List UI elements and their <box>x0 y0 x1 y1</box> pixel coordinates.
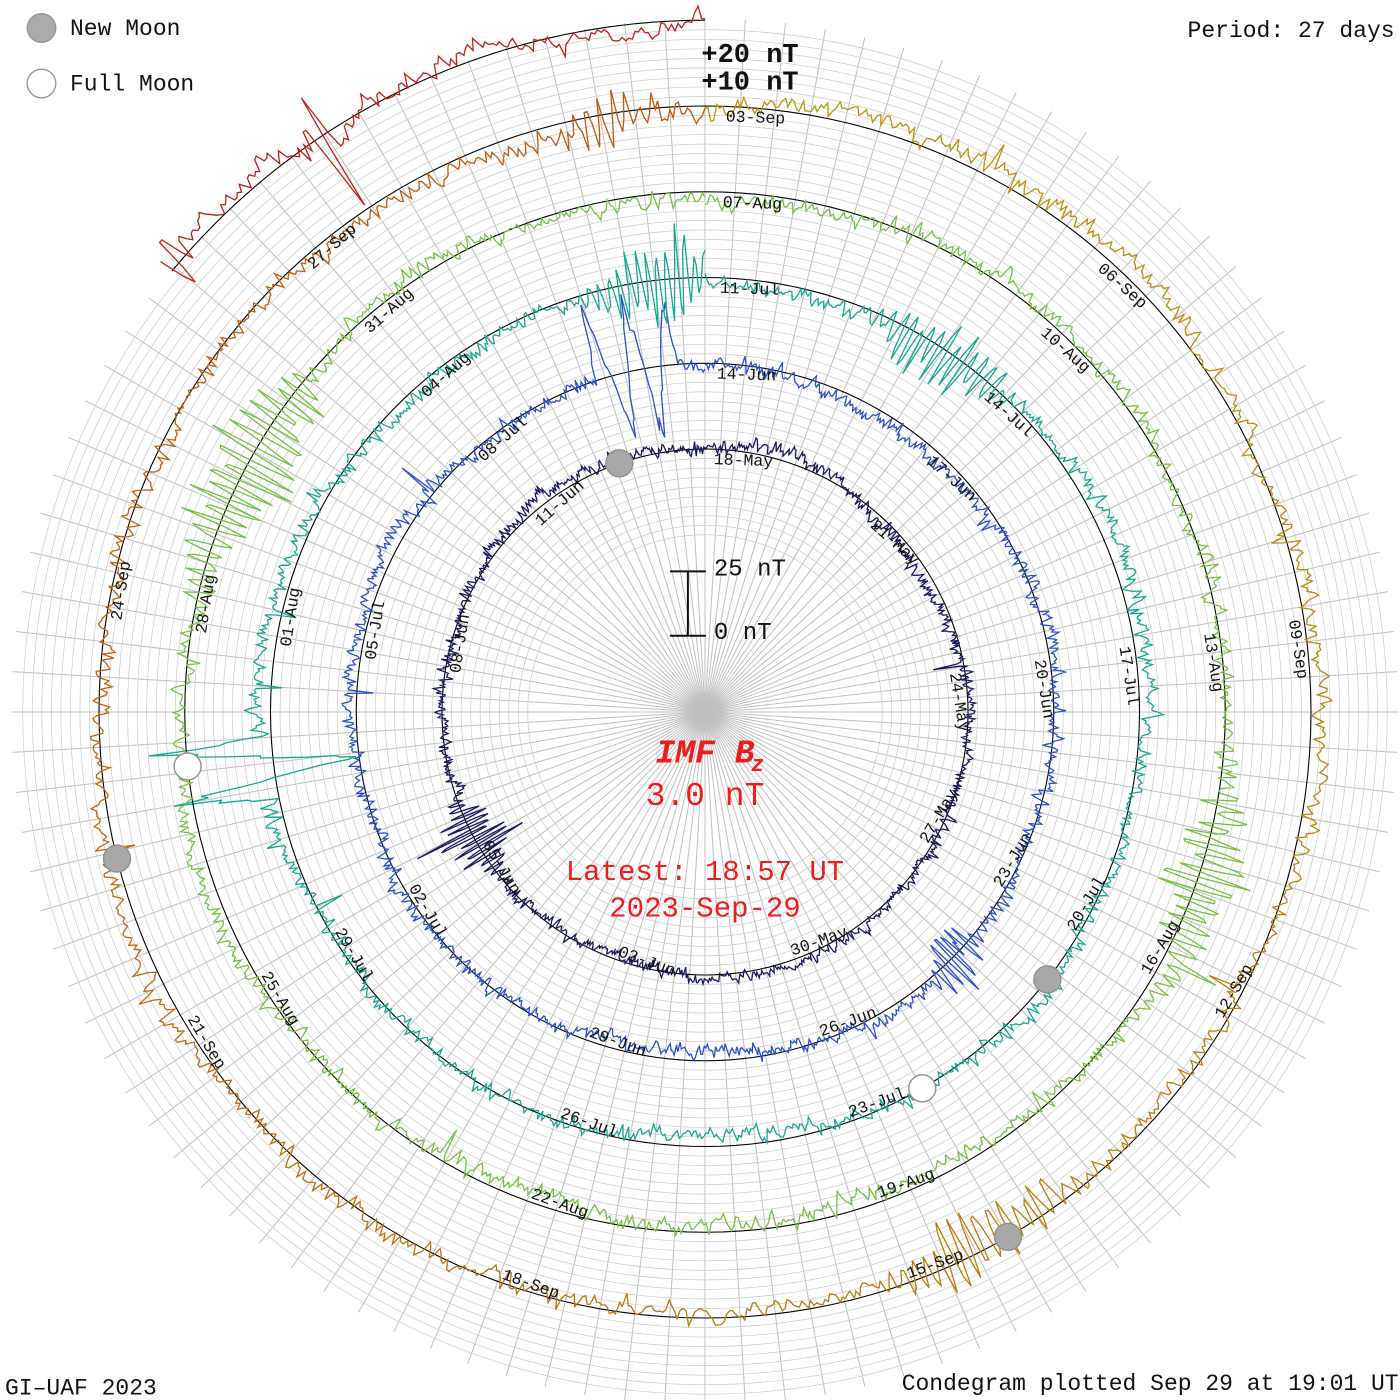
svg-text:03-Sep: 03-Sep <box>725 107 785 128</box>
svg-text:18-May: 18-May <box>713 450 773 471</box>
svg-text:Full Moon: Full Moon <box>70 72 194 98</box>
svg-text:09-Sep: 09-Sep <box>1284 619 1312 681</box>
svg-text:GI–UAF 2023: GI–UAF 2023 <box>5 1375 157 1400</box>
svg-text:19-Aug: 19-Aug <box>875 1165 937 1203</box>
svg-text:14-Jun: 14-Jun <box>716 364 776 385</box>
svg-text:08-Jul: 08-Jul <box>474 412 531 466</box>
svg-text:+20 nT: +20 nT <box>701 41 798 71</box>
svg-text:20-Jul: 20-Jul <box>1063 873 1110 934</box>
svg-text:18-Sep: 18-Sep <box>500 1265 562 1303</box>
svg-text:29-Jun: 29-Jun <box>587 1023 649 1061</box>
svg-text:16-Aug: 16-Aug <box>1137 917 1184 978</box>
svg-text:31-Aug: 31-Aug <box>361 284 418 338</box>
svg-text:+10 nT: +10 nT <box>701 68 798 98</box>
svg-text:2023-Sep-29: 2023-Sep-29 <box>609 893 800 926</box>
svg-text:3.0 nT: 3.0 nT <box>646 778 765 815</box>
svg-text:08-Jun: 08-Jun <box>446 613 474 675</box>
svg-text:21-May: 21-May <box>866 516 923 570</box>
svg-text:06-Sep: 06-Sep <box>1094 259 1151 313</box>
svg-text:z: z <box>751 753 764 778</box>
svg-text:22-Aug: 22-Aug <box>529 1185 591 1223</box>
svg-text:11-Jul: 11-Jul <box>719 279 779 300</box>
svg-text:27-Sep: 27-Sep <box>304 220 361 274</box>
svg-text:IMF B: IMF B <box>655 735 754 772</box>
svg-text:25 nT: 25 nT <box>714 557 786 584</box>
svg-text:05-Jul: 05-Jul <box>361 600 389 662</box>
svg-text:Period: 27 days: Period: 27 days <box>1188 18 1395 44</box>
svg-text:02-Jun: 02-Jun <box>616 943 678 981</box>
svg-text:23-Jun: 23-Jun <box>989 830 1036 891</box>
svg-text:07-Aug: 07-Aug <box>722 193 782 214</box>
svg-text:New Moon: New Moon <box>70 16 180 42</box>
svg-text:Latest: 18:57 UT: Latest: 18:57 UT <box>566 856 844 889</box>
svg-text:23-Jul: 23-Jul <box>846 1084 908 1122</box>
svg-text:10-Aug: 10-Aug <box>1037 323 1094 377</box>
svg-text:0 nT: 0 nT <box>714 620 772 647</box>
svg-text:Condegram plotted Sep 29 at 19: Condegram plotted Sep 29 at 19:01 UT <box>902 1371 1399 1397</box>
svg-text:04-Aug: 04-Aug <box>417 348 474 402</box>
